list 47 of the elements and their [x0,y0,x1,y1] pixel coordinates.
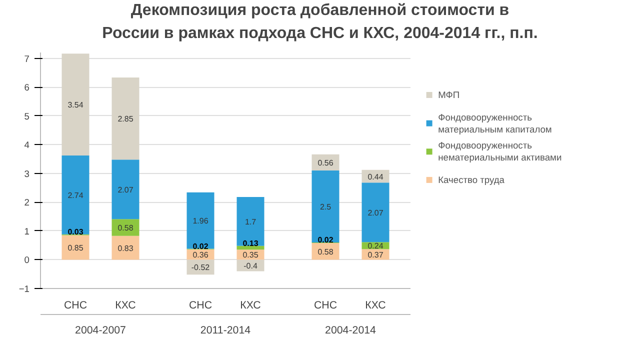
y-tick-label: 4 [24,140,30,150]
y-tick-label: −1 [18,284,30,294]
data-label: 0.35 [242,250,259,260]
data-label: 2.74 [68,190,84,200]
data-label: 0.44 [368,172,384,182]
data-label: 0.02 [318,235,334,244]
y-tick-label: 3 [24,168,30,179]
x-tick-label: СНС [64,300,88,312]
x-tick-label: КХС [365,300,386,312]
chart-title: Декомпозиция роста добавленной стоимости в России в рамках подхода СНС и КХС, 2004-2014 гг., п.п. [102,1,538,44]
y-tick-label: 7 [24,54,30,64]
y-tick-label: 1 [24,226,30,236]
data-label: 1.96 [192,216,209,226]
data-label: -0.52 [191,263,210,272]
data-label: 0.03 [68,227,84,236]
legend-label: Фондовооруженность нематериальными активами [438,140,562,163]
data-label: 2.07 [118,185,134,194]
data-label: 3.54 [68,100,84,110]
data-label: 0.58 [318,247,334,256]
data-label: 0.85 [68,243,84,252]
data-label: -0.4 [244,261,258,270]
y-tick-label: 2 [24,198,30,208]
data-label: 0.58 [118,223,134,232]
data-label: 2.07 [368,208,384,218]
data-label: 2.85 [118,114,134,124]
text: 2004-2014 [325,324,376,336]
y-tick-label: 6 [24,82,30,93]
data-label: 0.56 [318,158,334,168]
legend-label: МФП [438,90,460,100]
data-label: 0.83 [118,244,134,253]
y-tick-label: 5 [24,111,30,122]
data-label: 1.7 [244,217,257,226]
legend-label: Качество труда [438,174,506,185]
legend-label: Фондовооруженность материальным капиталом [438,112,552,134]
data-label: 0.02 [192,242,209,251]
x-tick-label: СНС [314,300,338,312]
data-label: 0.36 [192,250,209,260]
x-tick-label: КХС [115,300,136,312]
x-tick-label: СНС [188,300,212,312]
x-tick-label: КХС [240,300,262,312]
data-label: 0.24 [368,242,384,251]
data-label: 0.13 [242,238,259,248]
text: 2004-2007 [75,324,126,336]
data-label: 0.37 [368,250,384,260]
text: 2011-2014 [200,324,251,336]
y-tick-label: 0 [24,255,30,266]
data-label: 2.5 [320,202,332,212]
